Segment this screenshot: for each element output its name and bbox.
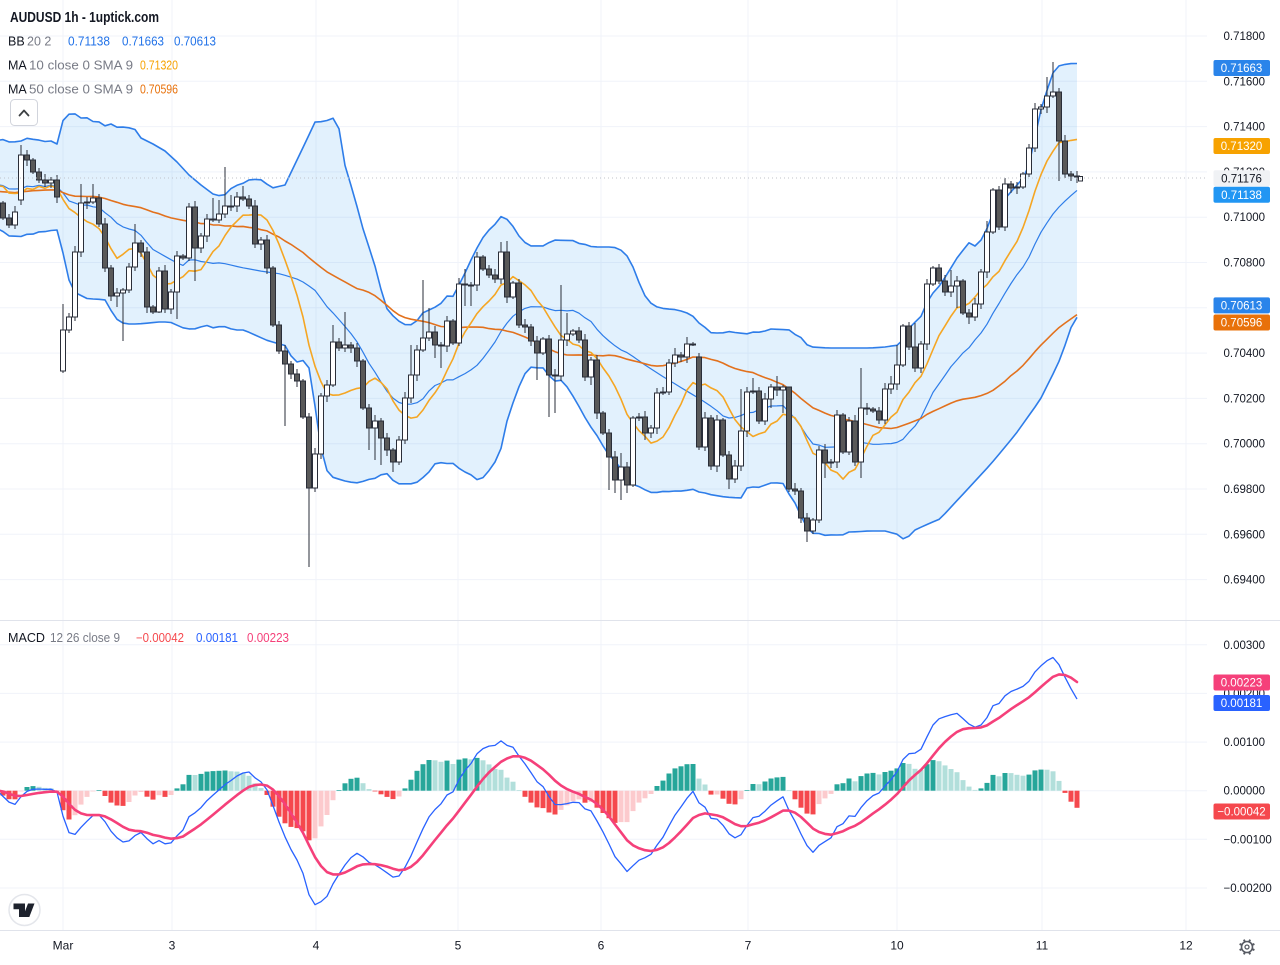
svg-text:12 26 close 9: 12 26 close 9 xyxy=(50,631,120,645)
svg-text:7: 7 xyxy=(745,939,752,953)
svg-text:0.71800: 0.71800 xyxy=(1224,31,1266,43)
svg-text:0.71000: 0.71000 xyxy=(1224,212,1266,224)
svg-text:AUDUSD 1h - 1uptick.com: AUDUSD 1h - 1uptick.com xyxy=(10,9,159,26)
svg-text:3: 3 xyxy=(169,939,176,953)
svg-text:20 2: 20 2 xyxy=(27,35,51,49)
svg-text:BB: BB xyxy=(8,35,25,49)
svg-text:0.71138: 0.71138 xyxy=(1221,190,1262,202)
svg-text:−0.00042: −0.00042 xyxy=(136,631,184,645)
svg-text:0.00223: 0.00223 xyxy=(1221,678,1263,690)
svg-text:0.00181: 0.00181 xyxy=(196,631,238,645)
svg-text:−0.00042: −0.00042 xyxy=(1217,807,1265,819)
svg-text:0.70400: 0.70400 xyxy=(1224,348,1266,360)
svg-text:12: 12 xyxy=(1179,939,1193,953)
svg-text:0.70596: 0.70596 xyxy=(140,83,178,97)
svg-text:10 close 0 SMA 9: 10 close 0 SMA 9 xyxy=(29,59,133,73)
svg-text:0.70613: 0.70613 xyxy=(1221,300,1263,312)
svg-text:0.00000: 0.00000 xyxy=(1224,786,1266,798)
svg-text:0.70200: 0.70200 xyxy=(1224,393,1266,405)
svg-text:10: 10 xyxy=(890,939,904,953)
svg-text:0.69400: 0.69400 xyxy=(1224,575,1266,587)
svg-text:0.70613: 0.70613 xyxy=(174,35,216,49)
svg-text:0.71663: 0.71663 xyxy=(1221,63,1263,75)
svg-text:0.71320: 0.71320 xyxy=(140,59,178,73)
svg-text:5: 5 xyxy=(455,939,462,953)
svg-text:0.71663: 0.71663 xyxy=(122,35,164,49)
svg-text:0.70596: 0.70596 xyxy=(1221,318,1263,330)
svg-text:0.69800: 0.69800 xyxy=(1224,484,1266,496)
svg-text:0.00223: 0.00223 xyxy=(247,631,289,645)
svg-text:4: 4 xyxy=(313,939,320,953)
svg-text:0.00100: 0.00100 xyxy=(1224,737,1266,749)
svg-text:50 close 0 SMA 9: 50 close 0 SMA 9 xyxy=(29,83,133,97)
svg-text:0.00300: 0.00300 xyxy=(1224,640,1266,652)
svg-text:Mar: Mar xyxy=(53,939,74,953)
svg-text:0.70800: 0.70800 xyxy=(1224,258,1266,270)
svg-text:−0.00100: −0.00100 xyxy=(1224,834,1272,846)
svg-text:MA: MA xyxy=(8,83,27,97)
svg-text:0.69600: 0.69600 xyxy=(1224,529,1266,541)
svg-text:0.00181: 0.00181 xyxy=(1221,698,1263,710)
svg-text:0.71400: 0.71400 xyxy=(1224,122,1266,134)
svg-text:0.70000: 0.70000 xyxy=(1224,439,1266,451)
svg-text:0.71600: 0.71600 xyxy=(1224,76,1266,88)
svg-text:0.71138: 0.71138 xyxy=(68,35,110,49)
svg-text:MACD: MACD xyxy=(8,631,45,645)
svg-text:11: 11 xyxy=(1036,939,1049,953)
svg-text:0.71320: 0.71320 xyxy=(1221,141,1263,153)
svg-text:MA: MA xyxy=(8,59,27,73)
svg-text:−0.00200: −0.00200 xyxy=(1224,883,1272,895)
svg-text:6: 6 xyxy=(598,939,605,953)
svg-text:0.71176: 0.71176 xyxy=(1221,173,1262,185)
